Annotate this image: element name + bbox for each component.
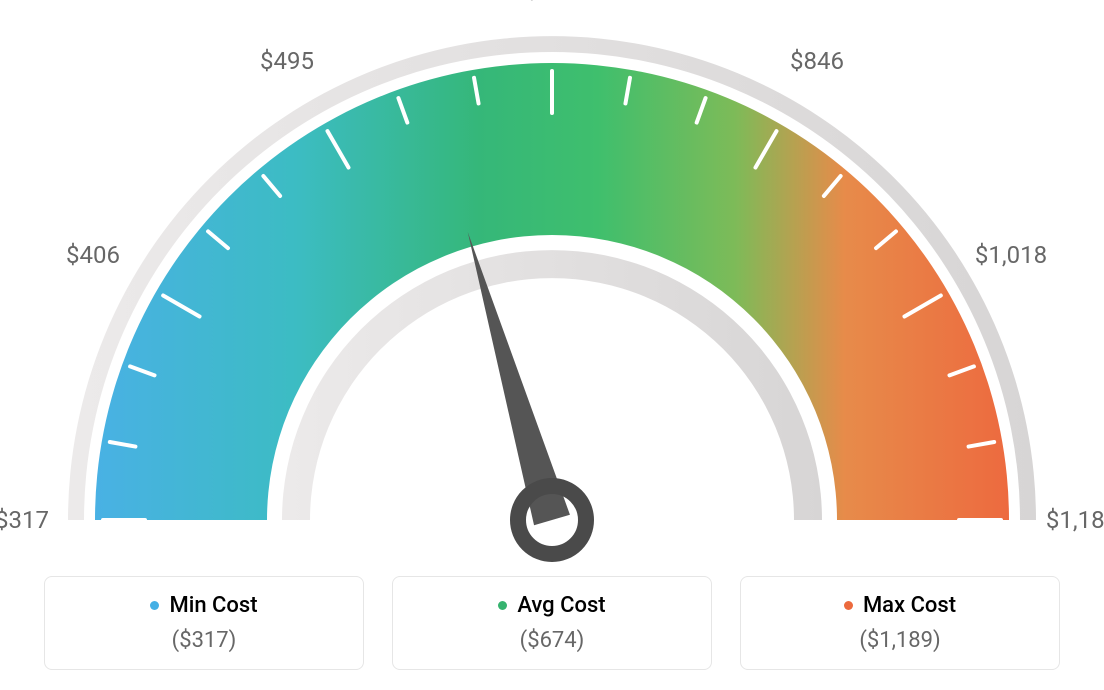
dot-icon — [844, 601, 853, 610]
legend-value-avg: ($674) — [403, 628, 701, 653]
legend-card-avg: Avg Cost ($674) — [392, 576, 712, 670]
legend-title-text: Min Cost — [169, 593, 257, 618]
dot-icon — [150, 601, 159, 610]
legend-title-max: Max Cost — [844, 593, 956, 618]
legend-card-min: Min Cost ($317) — [44, 576, 364, 670]
legend-title-text: Max Cost — [863, 593, 956, 618]
gauge-tick-label: $495 — [260, 47, 314, 75]
gauge-tick-label: $317 — [0, 506, 49, 534]
gauge-tick-label: $674 — [525, 0, 579, 4]
dot-icon — [498, 601, 507, 610]
gauge-tick-label: $846 — [790, 47, 844, 75]
cost-gauge: $317 $406 $495 $674 $846 $1,018 $1,189 — [0, 0, 1104, 570]
legend-value-max: ($1,189) — [751, 628, 1049, 653]
gauge-tick-label: $406 — [66, 241, 120, 269]
legend-card-max: Max Cost ($1,189) — [740, 576, 1060, 670]
gauge-tick-label: $1,018 — [975, 241, 1047, 269]
legend-title-text: Avg Cost — [517, 593, 605, 618]
legend-row: Min Cost ($317) Avg Cost ($674) Max Cost… — [0, 576, 1104, 670]
legend-title-min: Min Cost — [150, 593, 257, 618]
gauge-svg — [0, 0, 1104, 570]
legend-title-avg: Avg Cost — [498, 593, 605, 618]
gauge-tick-label: $1,189 — [1046, 506, 1104, 534]
legend-value-min: ($317) — [55, 628, 353, 653]
